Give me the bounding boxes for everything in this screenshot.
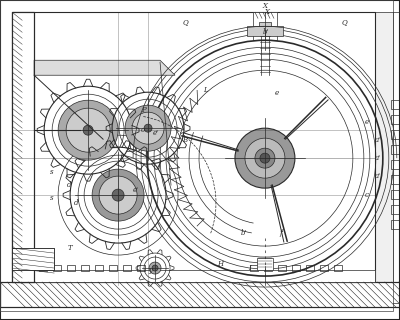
Text: L: L [203, 86, 207, 94]
Bar [39, 265, 47, 271]
Bar [81, 265, 89, 271]
Circle shape [152, 265, 158, 271]
Text: B: B [182, 136, 188, 144]
Bar [320, 265, 328, 271]
Text: e: e [275, 89, 279, 97]
Text: b': b' [263, 28, 269, 36]
Circle shape [260, 153, 270, 163]
Circle shape [149, 262, 161, 274]
Text: y: y [148, 266, 152, 274]
Text: o: o [141, 126, 145, 134]
Text: a': a' [375, 154, 381, 162]
Bar [12, 12, 375, 282]
Bar [334, 265, 342, 271]
Bar [18, 270, 375, 282]
Text: a': a' [375, 136, 381, 144]
Bar [25, 265, 33, 271]
Circle shape [125, 105, 171, 151]
Circle shape [132, 112, 164, 144]
Bar [292, 265, 300, 271]
Bar [391, 220, 400, 229]
Circle shape [255, 148, 275, 168]
Text: e: e [365, 118, 369, 126]
Circle shape [235, 128, 295, 188]
Text: b': b' [240, 229, 247, 237]
Text: H: H [217, 260, 223, 268]
Circle shape [58, 100, 118, 160]
Text: s: s [50, 168, 54, 176]
Circle shape [144, 124, 152, 132]
Bar [375, 290, 393, 304]
Text: e': e' [153, 129, 159, 137]
Bar [375, 12, 393, 287]
Bar [264, 265, 272, 271]
Bar [12, 248, 54, 270]
Text: c: c [365, 191, 369, 199]
Bar [53, 265, 61, 271]
Text: Q: Q [342, 18, 348, 26]
Bar [391, 130, 400, 139]
Text: X: X [262, 2, 268, 10]
Bar [253, 12, 277, 40]
Bar [391, 190, 400, 199]
Text: d': d' [67, 181, 73, 189]
Text: s: s [50, 194, 54, 202]
Bar [0, 282, 400, 307]
Bar [257, 258, 273, 270]
Bar [247, 26, 283, 36]
Bar [278, 265, 286, 271]
Bar [12, 12, 34, 282]
Text: e': e' [133, 186, 139, 194]
Bar [12, 248, 54, 270]
Text: I: I [248, 264, 251, 272]
Bar [67, 265, 75, 271]
Text: a': a' [375, 172, 381, 180]
Text: P: P [141, 106, 146, 114]
Circle shape [83, 125, 93, 135]
Bar [151, 265, 159, 271]
Circle shape [66, 108, 110, 152]
Text: f': f' [280, 229, 284, 237]
Bar [95, 265, 103, 271]
Bar [391, 145, 400, 154]
Circle shape [112, 189, 124, 201]
Bar [137, 265, 145, 271]
Bar [109, 265, 117, 271]
Bar [391, 205, 400, 214]
Bar [391, 175, 400, 184]
Bar [391, 160, 400, 169]
Circle shape [245, 138, 285, 178]
Text: T: T [68, 244, 72, 252]
Bar [250, 265, 258, 271]
Text: X: X [264, 8, 270, 16]
Text: d': d' [74, 199, 80, 207]
Bar [259, 22, 271, 30]
Bar [0, 282, 400, 307]
Bar [12, 12, 34, 282]
Bar [123, 265, 131, 271]
Text: Q: Q [182, 18, 188, 26]
Polygon shape [34, 60, 175, 75]
Circle shape [99, 176, 137, 214]
Bar [391, 115, 400, 124]
Bar [391, 100, 400, 109]
Circle shape [92, 169, 144, 221]
Bar [306, 265, 314, 271]
